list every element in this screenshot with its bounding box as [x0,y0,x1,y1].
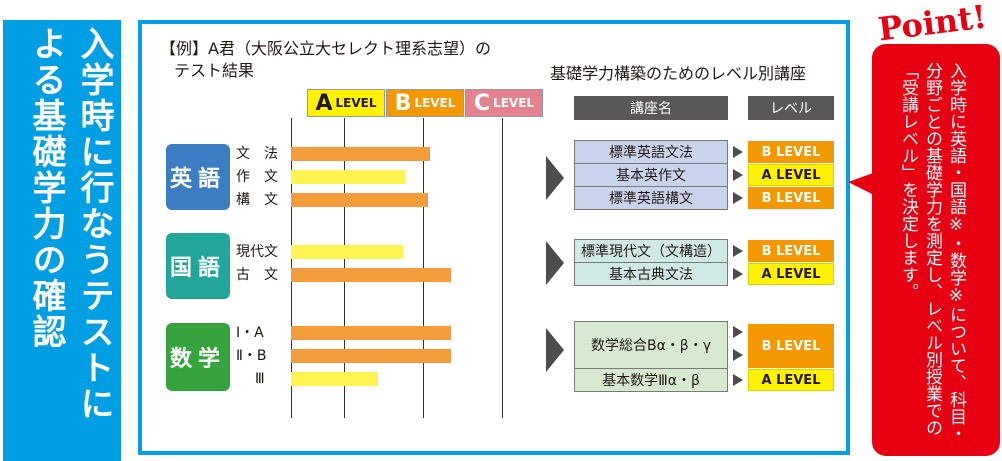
small-arrow-icon [733,374,743,386]
score-bar [291,268,451,282]
point-label: Point! [876,0,989,49]
course-name: 基本数学Ⅲα・β [574,368,728,392]
level-badge-c-letter: C [473,90,491,116]
right-arrow-icon [546,241,564,285]
item-label: Ⅰ・A [236,325,264,341]
right-arrow-icon [546,156,564,200]
course-level: B LEVEL [748,324,834,368]
course-level: A LEVEL [748,263,834,285]
small-arrow-icon [733,349,743,361]
item-label: 構 文 [236,192,278,208]
score-bar [291,147,430,161]
left-title-band [3,20,121,461]
small-arrow-icon [733,192,743,204]
left-title: 入学時に行なうテストによる基礎学力の確認 [26,26,114,422]
course-level: B LEVEL [748,141,834,163]
score-bar [291,245,403,259]
grid-line [502,118,503,418]
score-bar [291,326,451,340]
example-title: 【例】A君（大阪公立大セレクト理系志望）の テスト結果 [160,38,491,82]
small-arrow-icon [733,146,743,158]
level-badge-a: A LEVEL [307,89,385,117]
score-bar [291,193,428,207]
level-badge-b-letter: B [394,90,412,116]
course-name: 基本古典文法 [574,262,728,286]
courses-heading: 基礎学力構築のためのレベル別講座 [550,64,807,83]
score-bar [291,349,451,363]
point-panel [872,44,1000,456]
level-badge-c: C LEVEL [465,89,543,117]
course-level: B LEVEL [748,187,834,209]
item-label: 現代文 [236,244,278,260]
column-header-course: 講座名 [574,96,728,120]
level-badge-c-word: LEVEL [493,96,535,110]
small-arrow-icon [733,268,743,280]
example-title-line1: 【例】A君（大阪公立大セレクト理系志望）の [160,39,491,58]
item-label: Ⅲ [255,371,265,387]
subject-math: 数学 [166,323,230,391]
item-label: 文 法 [236,146,278,162]
level-badge-a-letter: A [315,90,333,116]
level-badge-b: B LEVEL [386,89,464,117]
course-name: 標準英語文法 [574,140,728,164]
course-name: 数学総合Bα・β・γ [574,321,728,369]
item-label: 古 文 [236,267,278,283]
item-label: 作 文 [236,169,278,185]
small-arrow-icon [733,169,743,181]
subject-english: 英語 [166,144,230,210]
level-badge-b-word: LEVEL [414,96,456,110]
score-bar [291,372,378,386]
course-level: A LEVEL [748,164,834,186]
course-name: 基本英作文 [574,163,728,187]
example-title-line2: テスト結果 [174,61,255,80]
item-label: Ⅱ・B [236,348,267,364]
course-name: 標準現代文（文構造） [574,239,728,263]
small-arrow-icon [733,326,743,338]
course-level: A LEVEL [748,369,834,391]
level-badge-a-word: LEVEL [335,96,377,110]
point-text: 入学時に英語・国語※・数学※について、科目・分野ごとの基礎学力を測定し、レベル別… [898,62,966,442]
course-level: B LEVEL [748,240,834,262]
course-name: 標準英語構文 [574,186,728,210]
column-header-level: レベル [748,96,834,120]
main-panel [138,20,850,455]
subject-japanese: 国語 [166,233,230,299]
small-arrow-icon [733,245,743,257]
score-bar [291,170,405,184]
right-arrow-icon [546,328,564,372]
point-callout-tail [848,172,876,196]
